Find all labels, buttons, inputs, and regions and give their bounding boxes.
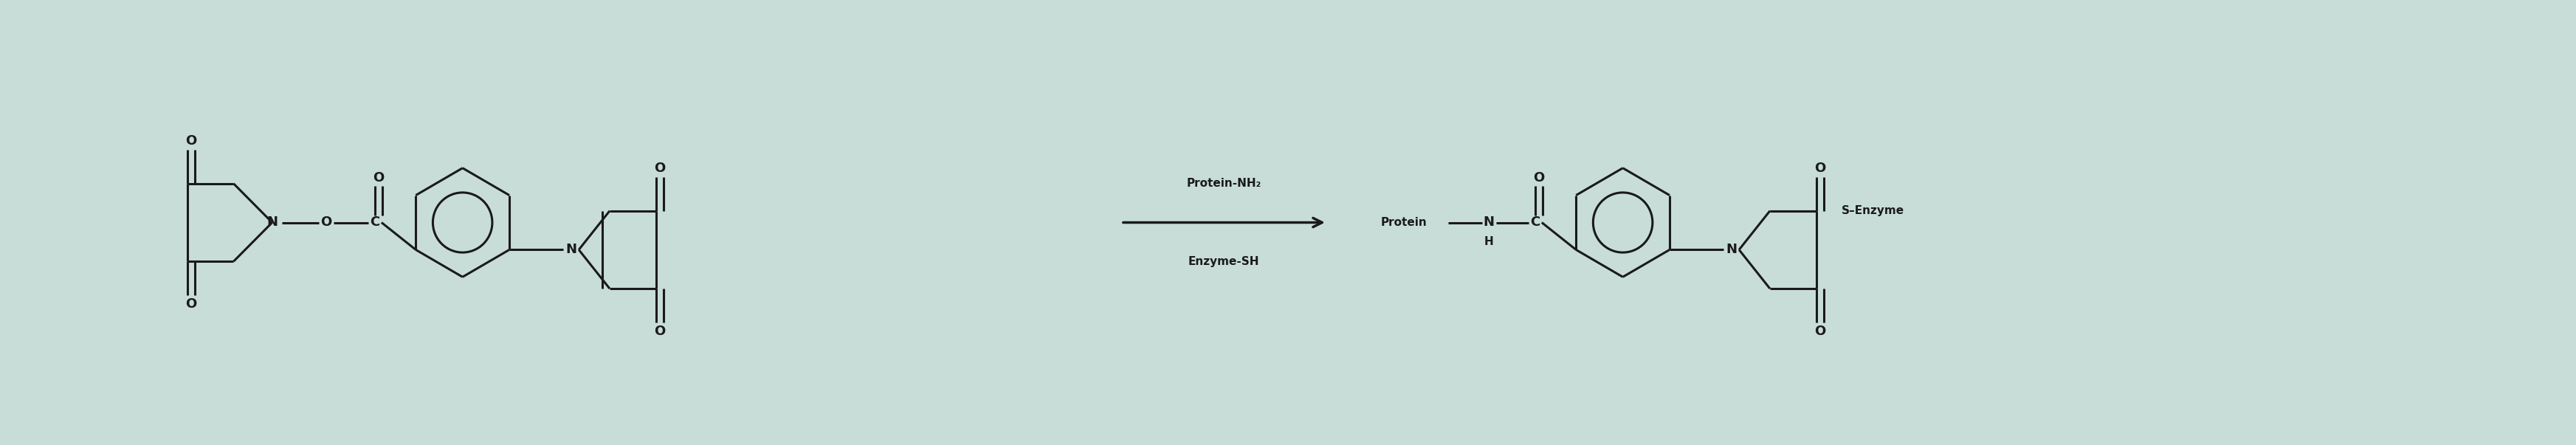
Text: S–Enzyme: S–Enzyme <box>1842 205 1904 216</box>
Text: Protein-NH₂: Protein-NH₂ <box>1188 178 1262 189</box>
Text: O: O <box>1814 325 1826 338</box>
Text: N: N <box>564 243 577 256</box>
Text: C: C <box>1530 216 1540 229</box>
Text: O: O <box>319 216 332 229</box>
Text: O: O <box>185 298 196 311</box>
Text: O: O <box>185 134 196 147</box>
Text: O: O <box>1533 171 1543 185</box>
Text: Enzyme-SH: Enzyme-SH <box>1188 256 1260 267</box>
Text: C: C <box>371 216 379 229</box>
Text: O: O <box>654 162 665 175</box>
Text: O: O <box>1814 162 1826 175</box>
Text: Protein: Protein <box>1381 217 1427 228</box>
Text: O: O <box>374 171 384 185</box>
Text: O: O <box>654 325 665 338</box>
Text: H: H <box>1484 236 1494 247</box>
Text: N: N <box>1726 243 1736 256</box>
Text: N: N <box>1484 216 1494 229</box>
Text: N: N <box>265 216 278 229</box>
